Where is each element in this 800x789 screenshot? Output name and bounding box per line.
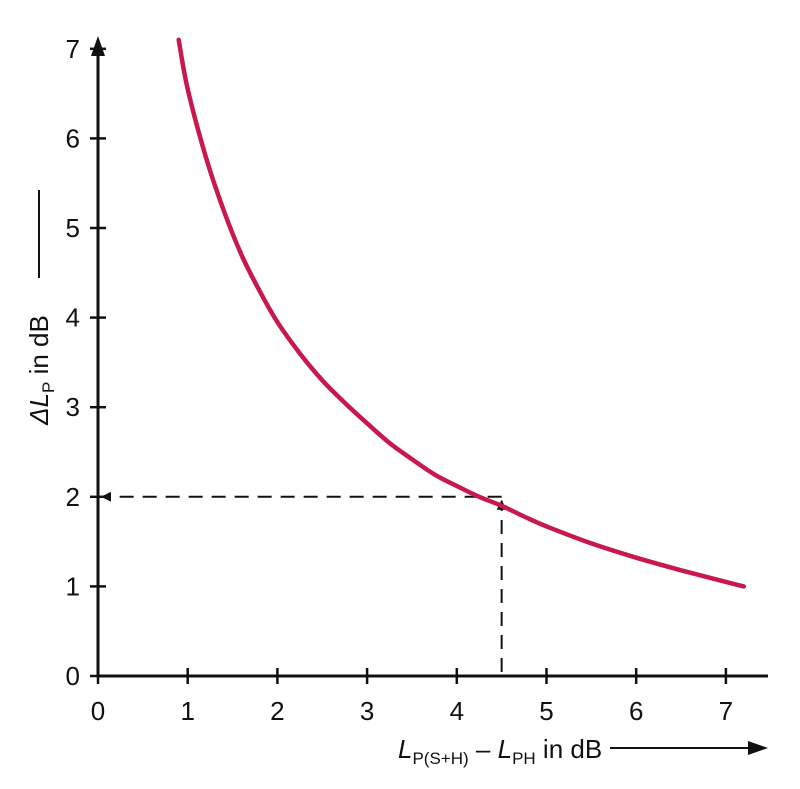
y-tick-label-7: 7	[66, 34, 80, 64]
y-axis-title-tail: in dB	[24, 315, 54, 382]
x-axis-title-tail: in dB	[536, 734, 603, 764]
y-tick-label-4: 4	[66, 303, 80, 333]
y-tick-label-0: 0	[66, 661, 80, 691]
tick-label-group: 0 1 2 3 4 5 6 7 0 1 2 3 4 5 6 7	[66, 34, 734, 726]
y-axis-title-group: ΔLP in dB	[24, 190, 58, 426]
x-tick-label-5: 5	[539, 696, 553, 726]
y-tick-label-1: 1	[66, 571, 80, 601]
y-axis-arrow	[91, 36, 105, 56]
annotation-group	[101, 491, 507, 672]
x-axis-title-main2: L	[498, 734, 512, 764]
x-axis-title: LP(S+H) – LPH in dB	[398, 734, 602, 768]
y-tick-label-5: 5	[66, 213, 80, 243]
x-axis-title-main: L	[398, 734, 412, 764]
series-curve	[176, 37, 747, 589]
x-axis-title-mid: –	[469, 734, 498, 764]
y-axis-title-sub: P	[39, 382, 58, 393]
x-tick-label-4: 4	[450, 696, 464, 726]
y-tick-label-2: 2	[66, 482, 80, 512]
y-axis-title-prefix: ΔL	[24, 393, 54, 426]
x-tick-label-3: 3	[360, 696, 374, 726]
x-tick-label-7: 7	[719, 696, 733, 726]
x-tick-label-1: 1	[180, 696, 194, 726]
y-tick-label-3: 3	[66, 392, 80, 422]
tick-group	[90, 47, 728, 684]
x-axis-title-sub1: P(S+H)	[412, 749, 468, 768]
y-axis-title: ΔLP in dB	[24, 315, 58, 426]
x-tick-label-0: 0	[91, 696, 105, 726]
x-axis-title-sub2: PH	[512, 749, 536, 768]
x-axis-title-arrowhead	[748, 741, 768, 755]
x-tick-label-6: 6	[629, 696, 643, 726]
x-tick-label-2: 2	[270, 696, 284, 726]
y-tick-label-6: 6	[66, 123, 80, 153]
